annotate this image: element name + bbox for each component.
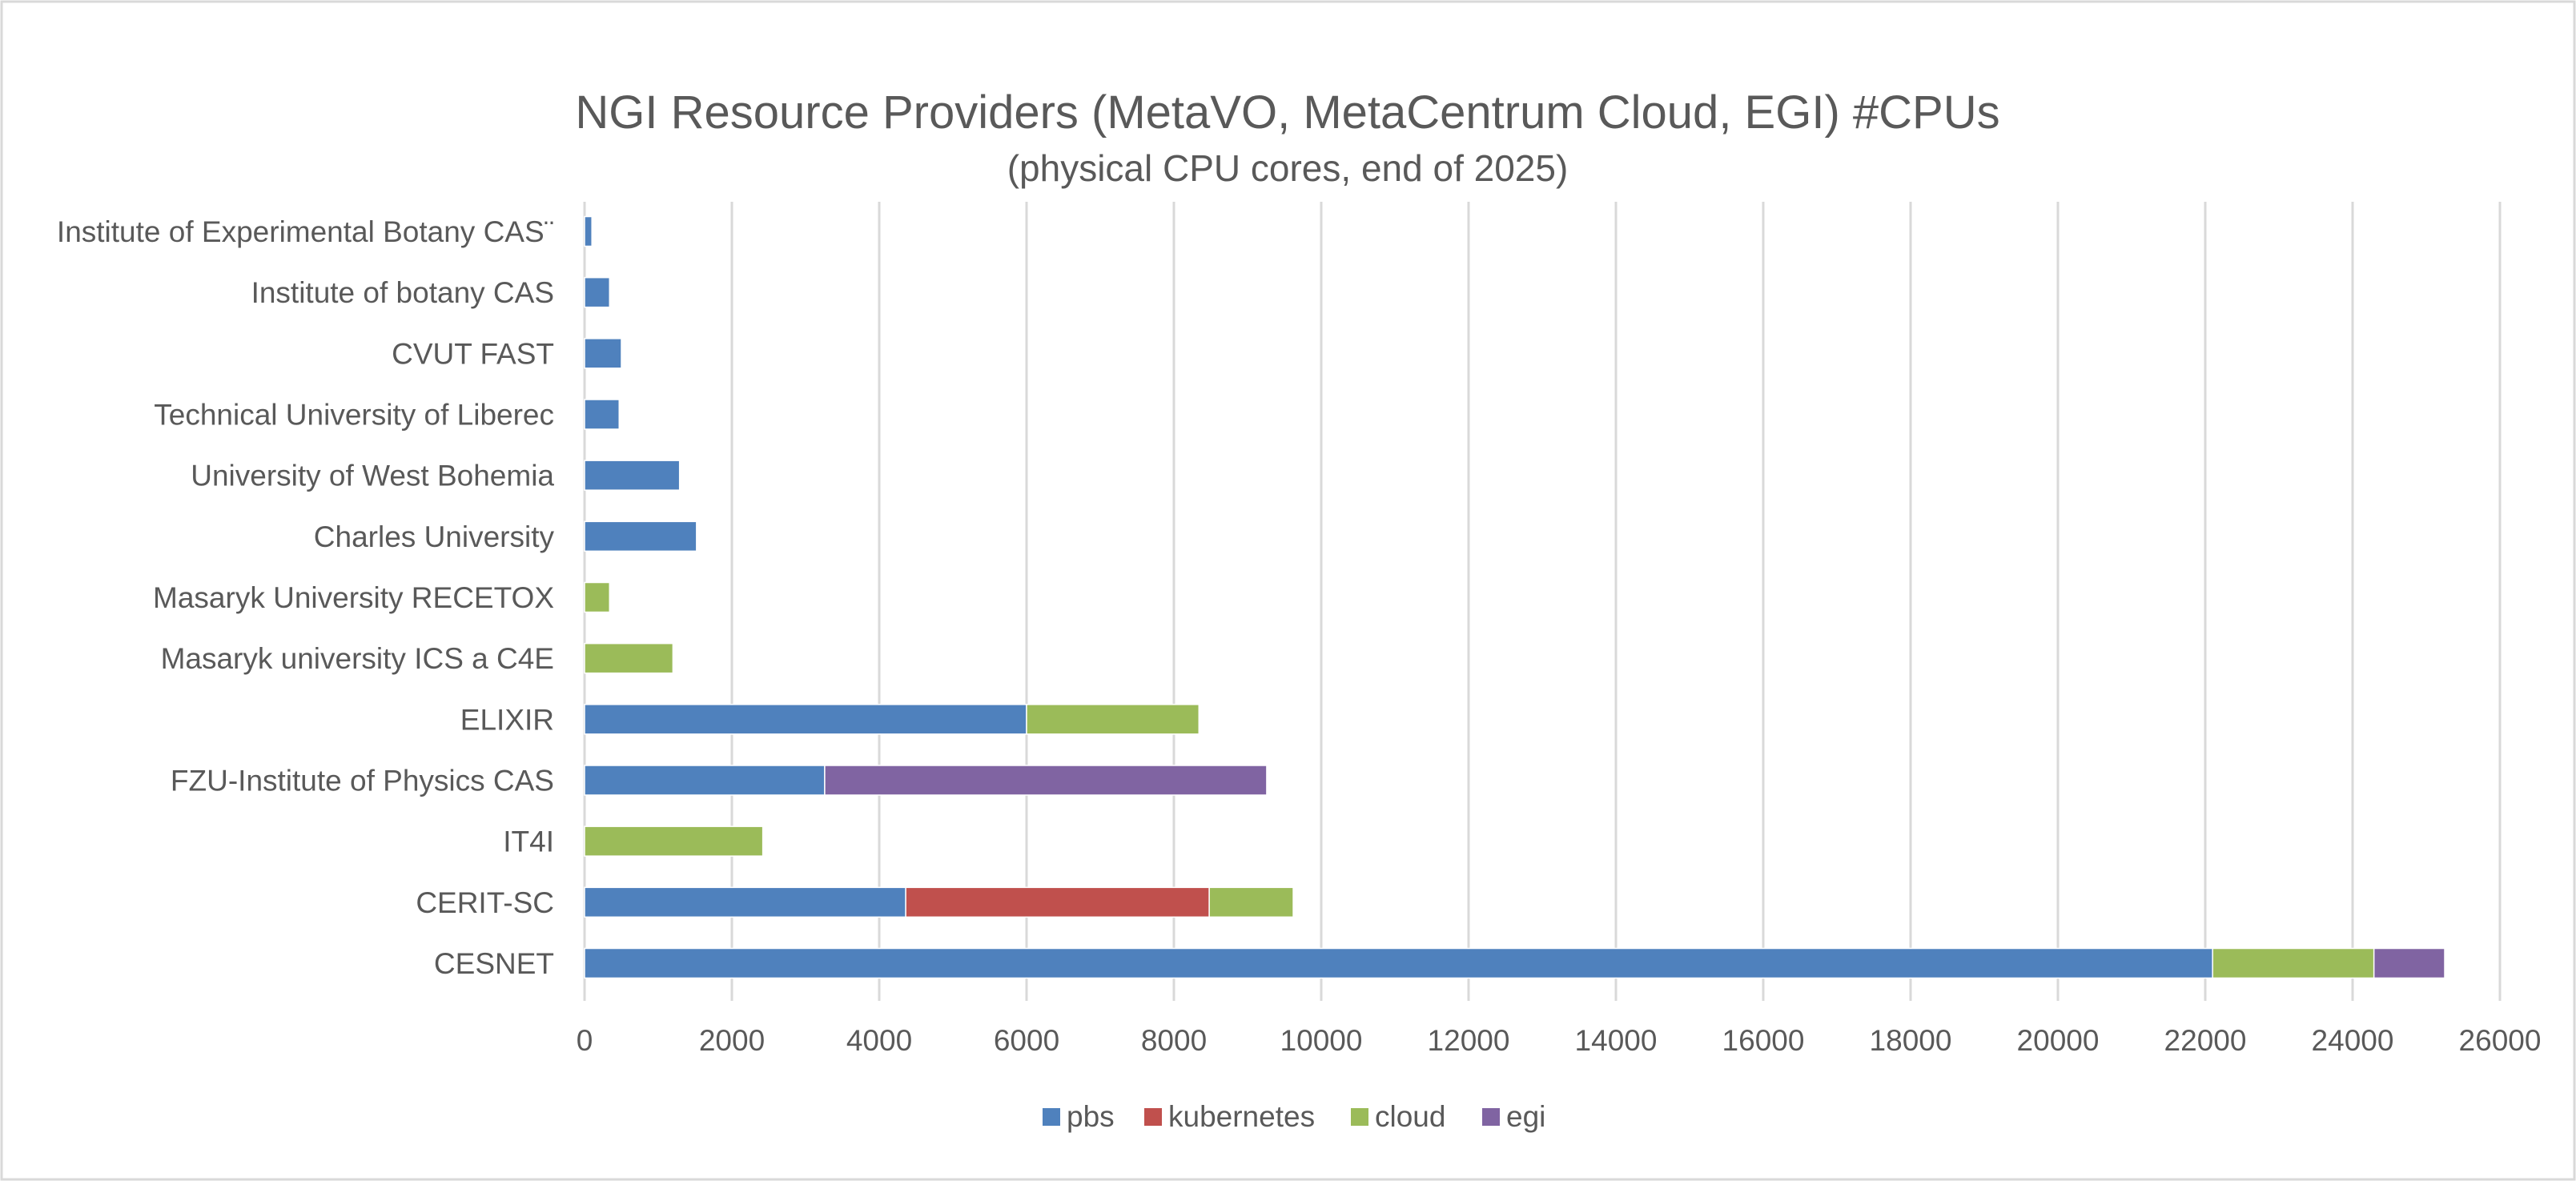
category-label: CESNET bbox=[434, 947, 554, 980]
x-tick-label: 2000 bbox=[699, 1024, 765, 1057]
category-label: CERIT-SC bbox=[416, 886, 554, 919]
category-labels: Institute of Experimental Botany CAS¨ Ins… bbox=[57, 215, 555, 980]
category-label: Institute of botany CAS bbox=[251, 276, 554, 309]
legend-item-cloud: cloud bbox=[1351, 1100, 1445, 1133]
bar-cloud bbox=[1026, 704, 1200, 735]
category-label: Masaryk university ICS a C4E bbox=[161, 642, 554, 675]
legend-item-pbs: pbs bbox=[1043, 1100, 1115, 1133]
bar-egi bbox=[2373, 947, 2445, 979]
bar-pbs bbox=[584, 765, 826, 796]
chart-subtitle: (physical CPU cores, end of 2025) bbox=[1007, 147, 1569, 189]
bar-egi bbox=[824, 765, 1268, 796]
bar-pbs bbox=[584, 460, 681, 491]
bar-pbs bbox=[584, 886, 906, 918]
bar-cloud bbox=[584, 642, 674, 674]
x-tick-label: 16000 bbox=[1722, 1024, 1805, 1057]
bar-pbs bbox=[584, 704, 1027, 735]
bar-pbs bbox=[584, 399, 620, 430]
bar-kubernetes bbox=[905, 886, 1210, 918]
x-tick-label: 10000 bbox=[1280, 1024, 1363, 1057]
category-label: Technical University of Liberec bbox=[154, 399, 554, 432]
x-tick-label: 24000 bbox=[2312, 1024, 2394, 1057]
gridlines bbox=[583, 202, 2502, 1001]
bar-pbs bbox=[584, 276, 611, 308]
x-tick-label: 6000 bbox=[994, 1024, 1059, 1057]
bars bbox=[584, 215, 2445, 979]
x-tick-label: 0 bbox=[577, 1024, 593, 1057]
bar-pbs bbox=[584, 338, 622, 369]
category-label: IT4I bbox=[503, 825, 554, 858]
x-tick-labels: 0 2000 4000 6000 8000 10000 12000 14000 16000 180… bbox=[577, 1024, 2542, 1057]
bar-cloud bbox=[584, 825, 764, 857]
x-tick-label: 26000 bbox=[2459, 1024, 2542, 1057]
legend-label: egi bbox=[1506, 1100, 1545, 1133]
category-label: ELIXIR bbox=[460, 703, 554, 736]
bar-cloud bbox=[584, 581, 611, 613]
bar-cloud bbox=[2212, 947, 2375, 979]
legend-swatch bbox=[1043, 1108, 1060, 1126]
legend-label: pbs bbox=[1067, 1100, 1115, 1133]
category-label: Masaryk University RECETOX bbox=[153, 581, 554, 614]
bar-pbs bbox=[584, 520, 697, 552]
x-tick-label: 12000 bbox=[1428, 1024, 1510, 1057]
category-label: CVUT FAST bbox=[392, 337, 554, 370]
x-tick-label: 14000 bbox=[1575, 1024, 1658, 1057]
legend-swatch bbox=[1482, 1108, 1500, 1126]
x-tick-label: 22000 bbox=[2164, 1024, 2247, 1057]
x-tick-label: 18000 bbox=[1870, 1024, 1952, 1057]
x-tick-label: 8000 bbox=[1141, 1024, 1207, 1057]
bar-pbs bbox=[584, 947, 2213, 979]
legend-item-egi: egi bbox=[1482, 1100, 1545, 1133]
category-label: Institute of Experimental Botany CAS¨ bbox=[57, 215, 554, 248]
legend: pbs kubernetes cloud egi bbox=[1043, 1100, 1545, 1133]
category-label: Charles University bbox=[314, 520, 555, 553]
category-label: FZU-Institute of Physics CAS bbox=[171, 765, 554, 797]
chart-title: NGI Resource Providers (MetaVO, MetaCent… bbox=[575, 86, 1999, 139]
category-label: University of West Bohemia bbox=[191, 460, 554, 492]
x-tick-label: 20000 bbox=[2017, 1024, 2100, 1057]
legend-label: kubernetes bbox=[1168, 1100, 1315, 1133]
legend-item-kubernetes: kubernetes bbox=[1144, 1100, 1315, 1133]
legend-swatch bbox=[1351, 1108, 1368, 1126]
x-tick-label: 4000 bbox=[846, 1024, 912, 1057]
legend-label: cloud bbox=[1375, 1100, 1445, 1133]
legend-swatch bbox=[1144, 1108, 1162, 1126]
bar-cloud bbox=[1208, 886, 1294, 918]
bar-pbs bbox=[584, 215, 593, 247]
